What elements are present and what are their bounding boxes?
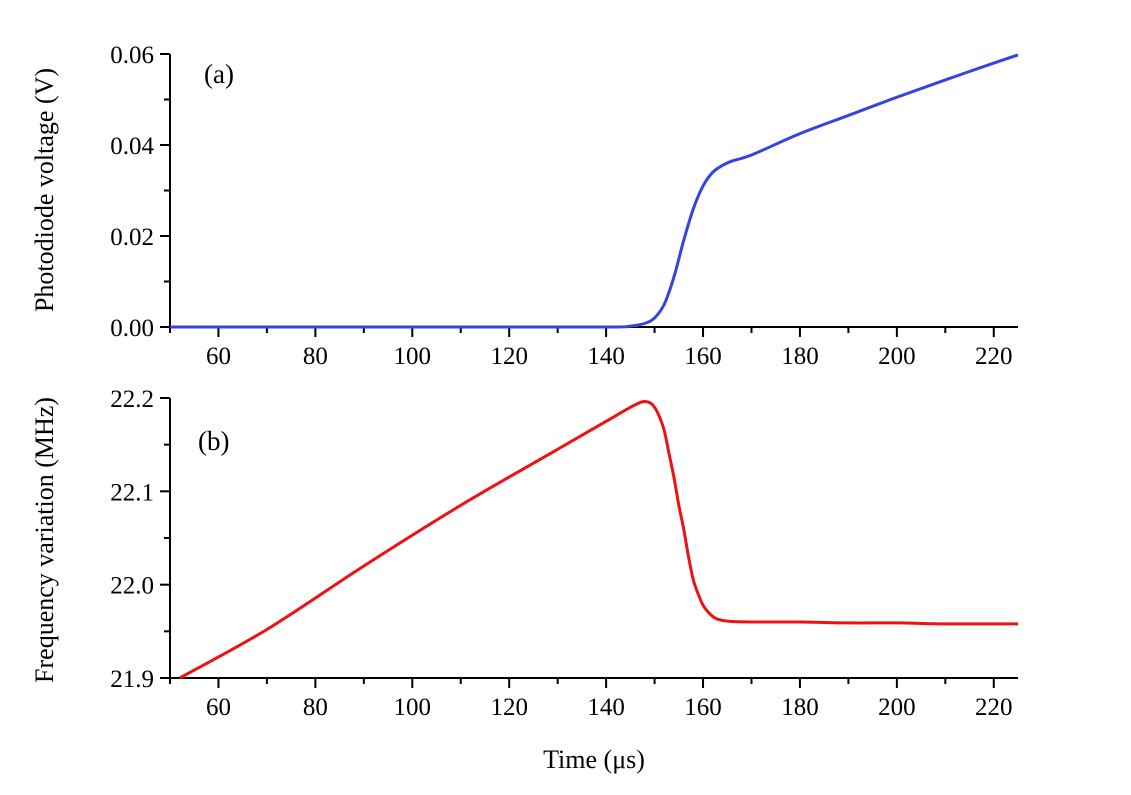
panel-a-x-tick-label: 220: [975, 343, 1013, 370]
panel-b-label: (b): [198, 426, 229, 456]
panel-a-series-line: [170, 53, 1019, 329]
panel-b-x-tick-label: 100: [394, 694, 432, 721]
panel-b-x-tick-label: 160: [684, 694, 722, 721]
panel-a-x-tick-label: 180: [781, 343, 819, 370]
panel-a-y-tick-label: 0.04: [110, 133, 154, 160]
panel-a-x-tick-label: 120: [490, 343, 528, 370]
panel-a-label: (a): [204, 59, 234, 89]
x-axis-title: Time (μs): [543, 745, 645, 774]
panel-b-x-tick-label: 80: [303, 694, 328, 721]
panel-b-axis-frame: [169, 398, 1018, 679]
panel-a-y-tick-label: 0.02: [110, 224, 154, 251]
panel-a-x-tick-label: 140: [587, 343, 625, 370]
panel-a-x-tick-label: 60: [206, 343, 231, 370]
panel-a-axis-frame: [169, 54, 1018, 328]
panel-a-y-tick-label: 0.00: [110, 315, 154, 342]
panel-a-x-tick-label: 160: [684, 343, 722, 370]
panel-a: 60 80 100 120 140 160 180 200 220 0.00 0.02 0.04 0.0…: [30, 42, 1019, 370]
panel-b-x-tick-label: 140: [587, 694, 625, 721]
panel-a-x-tick-label: 200: [878, 343, 916, 370]
panel-b-x-tick-label: 200: [878, 694, 916, 721]
panel-b-x-tick-label: 220: [975, 694, 1013, 721]
panel-b-x-tick-label: 120: [490, 694, 528, 721]
panel-b-y-tick-label: 22.0: [110, 573, 154, 600]
panel-a-y-tick-label: 0.06: [110, 42, 154, 69]
panel-a-x-tick-label: 80: [303, 343, 328, 370]
panel-b-y-tick-label: 22.1: [110, 479, 154, 506]
panel-a-x-tick-label: 100: [394, 343, 432, 370]
panel-a-y-axis-title: Photodiode voltage (V): [30, 68, 59, 312]
panel-b: 60 80 100 120 140 160 180 200 220 21.9 22.0 22.1 22.…: [30, 386, 1019, 774]
panel-b-y-axis-title: Frequency variation (MHz): [30, 397, 59, 683]
panel-b-series-line: [178, 399, 1019, 680]
panel-b-y-tick-label: 22.2: [110, 386, 154, 413]
panel-b-x-tick-label: 60: [206, 694, 231, 721]
panel-b-x-tick-label: 180: [781, 694, 819, 721]
panel-b-y-tick-label: 21.9: [110, 666, 154, 693]
